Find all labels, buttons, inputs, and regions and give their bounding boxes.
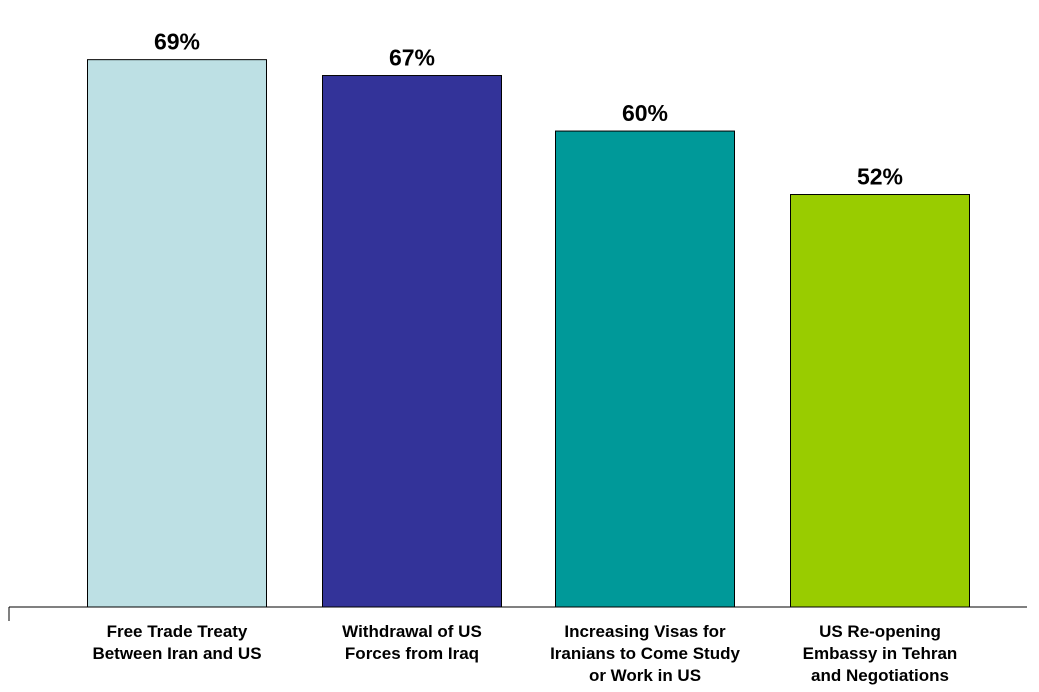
category-label-line: Embassy in Tehran: [803, 644, 958, 663]
category-label-line: Free Trade Treaty: [107, 622, 248, 641]
value-label-2: 67%: [389, 45, 435, 71]
value-label-3: 60%: [622, 100, 668, 126]
category-label-line: and Negotiations: [811, 666, 949, 685]
category-label-line: Withdrawal of US: [342, 622, 482, 641]
category-label-2: Withdrawal of US Forces from Iraq: [342, 622, 482, 663]
bars-group: [87, 59, 970, 608]
category-label-3: Increasing Visas for Iranians to Come Stu…: [550, 622, 740, 685]
bar-1: [87, 59, 267, 608]
value-label-4: 52%: [857, 164, 903, 190]
value-label-1: 69%: [154, 29, 200, 55]
x-axis: [8, 606, 1027, 621]
bar-4: [790, 194, 970, 608]
bar-3: [555, 130, 735, 608]
category-label-line: Iranians to Come Study: [550, 644, 740, 663]
category-label-line: Forces from Iraq: [345, 644, 479, 663]
category-label-line: or Work in US: [589, 666, 701, 685]
category-label-line: Increasing Visas for: [564, 622, 726, 641]
category-labels-group: Free Trade Treaty Between Iran and US With…: [92, 622, 957, 685]
category-label-line: Between Iran and US: [92, 644, 261, 663]
bar-2: [322, 75, 502, 608]
category-label-4: US Re-opening Embassy in Tehran and Negoti…: [803, 622, 958, 685]
category-label-1: Free Trade Treaty Between Iran and US: [92, 622, 261, 663]
value-labels-group: 69% 67% 60% 52%: [154, 29, 903, 190]
category-label-line: US Re-opening: [819, 622, 941, 641]
